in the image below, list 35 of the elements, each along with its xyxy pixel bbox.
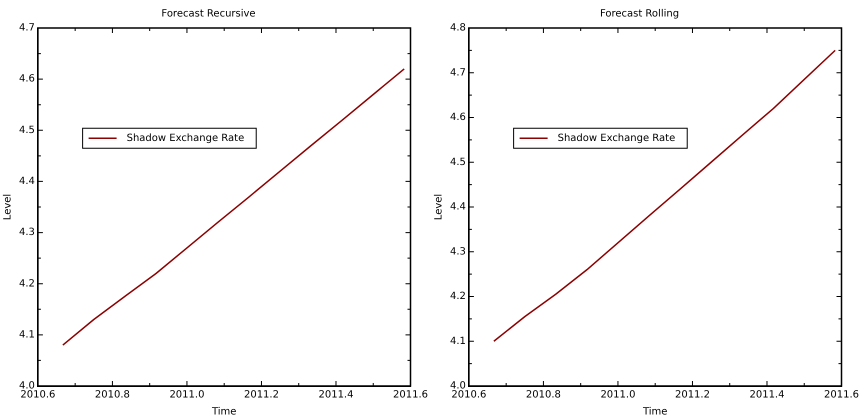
y-axis-title: Level (2, 194, 14, 220)
x-tick-label: 2011.0 (169, 390, 204, 401)
y-tick-label: 4.7 (450, 67, 466, 78)
x-axis-title: Time (210, 406, 236, 418)
x-tick-label: 2011.6 (824, 390, 860, 401)
chart-title: Forecast Recursive (161, 8, 256, 20)
y-tick-label: 4.6 (450, 112, 466, 124)
y-tick-label: 4.6 (18, 74, 35, 85)
y-tick-label: 4.4 (18, 176, 35, 188)
legend-label: Shadow Exchange Rate (126, 132, 244, 144)
y-tick-label: 4.8 (450, 22, 466, 34)
chart-title: Forecast Rolling (600, 8, 680, 20)
y-tick-label: 4.2 (450, 291, 466, 302)
x-tick-label: 2010.8 (526, 390, 561, 401)
x-tick-label: 2010.8 (94, 390, 130, 401)
x-tick-label: 2010.6 (451, 390, 486, 401)
y-tick-label: 4.2 (18, 278, 35, 290)
x-tick-label: 2011.0 (600, 390, 636, 401)
y-tick-label: 4.1 (18, 329, 35, 340)
x-tick-label: 2011.2 (674, 390, 710, 401)
y-tick-label: 4.3 (18, 227, 35, 238)
x-tick-label: 2011.6 (393, 390, 428, 401)
x-tick-label: 2011.4 (318, 390, 354, 401)
y-tick-label: 4.3 (450, 246, 466, 258)
y-tick-label: 4.5 (450, 156, 466, 168)
x-tick-label: 2011.4 (749, 390, 784, 401)
y-tick-label: 4.7 (18, 22, 35, 34)
x-tick-label: 2011.2 (244, 390, 279, 401)
y-tick-label: 4.4 (450, 202, 466, 213)
y-tick-label: 4.5 (18, 124, 35, 136)
y-tick-label: 4.1 (450, 336, 466, 347)
x-axis-title: Time (642, 406, 668, 418)
y-axis-title: Level (434, 194, 445, 220)
legend-label: Shadow Exchange Rate (558, 132, 676, 144)
x-tick-label: 2010.6 (20, 390, 56, 401)
